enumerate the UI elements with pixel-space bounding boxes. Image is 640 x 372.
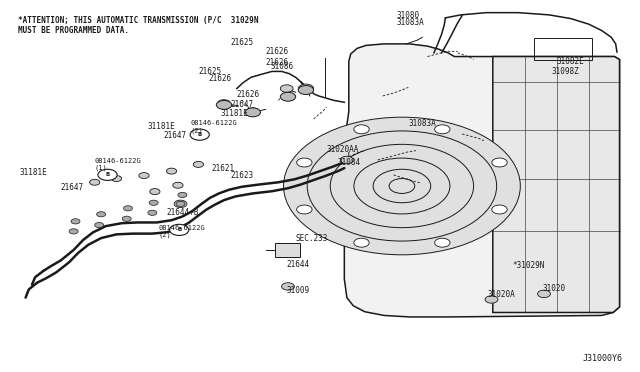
Text: 31098Z: 31098Z (552, 67, 579, 76)
Circle shape (170, 224, 189, 235)
Text: B: B (198, 132, 202, 137)
Text: 21625: 21625 (198, 67, 221, 76)
Text: 21647: 21647 (230, 100, 253, 109)
Circle shape (148, 210, 157, 215)
Circle shape (340, 156, 353, 164)
Text: 21647: 21647 (163, 131, 186, 140)
Circle shape (190, 129, 209, 140)
Text: *31029N: *31029N (512, 262, 545, 270)
Text: B: B (177, 227, 181, 232)
Text: 08146-6122G
(1): 08146-6122G (1) (95, 158, 141, 171)
Text: 31181E: 31181E (147, 122, 175, 131)
Text: 08146-6122G
(2): 08146-6122G (2) (159, 225, 205, 238)
Text: 31084: 31084 (338, 158, 361, 167)
Circle shape (150, 189, 160, 195)
Text: 21626: 21626 (208, 74, 231, 83)
Polygon shape (344, 44, 620, 317)
Circle shape (216, 100, 232, 109)
Text: 31082E: 31082E (557, 57, 584, 66)
Text: 31020A: 31020A (488, 290, 515, 299)
Text: 21626: 21626 (237, 90, 260, 99)
Circle shape (69, 229, 78, 234)
Text: 21626: 21626 (266, 47, 289, 56)
Text: 31080: 31080 (397, 11, 420, 20)
Text: 21647: 21647 (61, 183, 84, 192)
Circle shape (280, 92, 296, 101)
Circle shape (97, 212, 106, 217)
Text: 21623: 21623 (230, 171, 253, 180)
Circle shape (492, 205, 507, 214)
Circle shape (95, 222, 104, 228)
Text: 31086: 31086 (270, 62, 293, 71)
Circle shape (218, 100, 230, 107)
Circle shape (124, 206, 132, 211)
Text: J31000Y6: J31000Y6 (582, 354, 622, 363)
Circle shape (90, 179, 100, 185)
Circle shape (485, 296, 498, 303)
Text: MUST BE PROGRAMMED DATA.: MUST BE PROGRAMMED DATA. (18, 26, 129, 35)
Text: 21625: 21625 (230, 38, 253, 47)
Circle shape (282, 283, 294, 290)
Circle shape (193, 161, 204, 167)
Bar (275, 243, 300, 257)
Circle shape (298, 86, 314, 94)
Circle shape (176, 201, 185, 206)
Circle shape (178, 192, 187, 198)
Text: 31020AA: 31020AA (326, 145, 359, 154)
Circle shape (297, 158, 312, 167)
Circle shape (111, 176, 122, 182)
Circle shape (538, 290, 550, 298)
Circle shape (284, 117, 520, 255)
Circle shape (149, 200, 158, 205)
Circle shape (173, 182, 183, 188)
Text: 31181E: 31181E (221, 109, 248, 118)
Text: 08146-6122G
(2): 08146-6122G (2) (191, 121, 237, 134)
Circle shape (297, 205, 312, 214)
Text: B: B (106, 172, 109, 177)
Circle shape (139, 173, 149, 179)
Circle shape (71, 219, 80, 224)
Circle shape (435, 238, 450, 247)
Circle shape (298, 84, 314, 93)
Text: 31083A: 31083A (397, 18, 424, 27)
Text: 31020: 31020 (543, 284, 566, 293)
Circle shape (246, 108, 259, 115)
Text: SEC.233: SEC.233 (296, 234, 328, 243)
Text: 31083A: 31083A (408, 119, 436, 128)
Text: 31181E: 31181E (19, 169, 47, 177)
Circle shape (245, 108, 260, 117)
Bar (534, 38, 592, 60)
Circle shape (98, 169, 117, 180)
Text: 21644: 21644 (287, 260, 310, 269)
Text: *ATTENTION; THIS AUTOMATIC TRANSMISSION (P/C  31029N: *ATTENTION; THIS AUTOMATIC TRANSMISSION … (18, 16, 259, 25)
Circle shape (122, 216, 131, 221)
Circle shape (280, 85, 293, 92)
Circle shape (354, 125, 369, 134)
Circle shape (492, 158, 507, 167)
Circle shape (354, 238, 369, 247)
Text: 21644+B: 21644+B (166, 208, 199, 217)
Text: 31009: 31009 (287, 286, 310, 295)
Circle shape (435, 125, 450, 134)
Circle shape (174, 200, 187, 208)
Text: 21621: 21621 (211, 164, 234, 173)
Polygon shape (493, 57, 620, 312)
Text: 21626: 21626 (266, 58, 289, 67)
Circle shape (166, 168, 177, 174)
